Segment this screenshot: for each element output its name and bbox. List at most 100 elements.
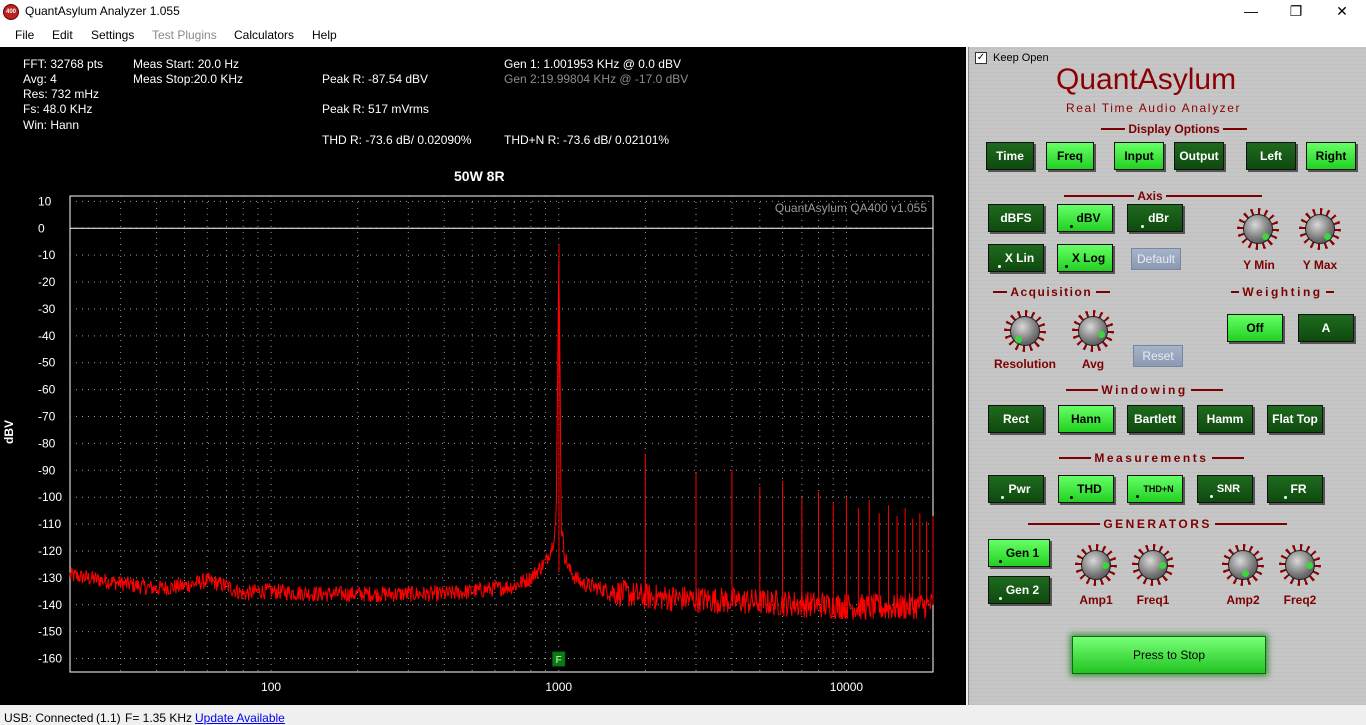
amp1-knob[interactable] (1075, 544, 1117, 586)
default-button[interactable]: Default (1131, 248, 1181, 270)
y-tick-label-17: -160 (38, 652, 62, 666)
section-generators: GENERATORS (1028, 516, 1288, 531)
section-windowing: Windowing (1066, 382, 1224, 397)
keep-open-checkbox[interactable]: ✓ (975, 52, 987, 64)
menu-help[interactable]: Help (312, 28, 337, 42)
sample-rate: Fs: 48.0 KHz (23, 102, 93, 116)
bartlett-button[interactable]: Bartlett (1127, 405, 1183, 433)
weighting-off-button[interactable]: Off (1227, 314, 1283, 342)
ymin-knob[interactable] (1237, 208, 1279, 250)
resolution-knob[interactable] (1004, 310, 1046, 352)
y-tick-label-10: -90 (38, 463, 56, 477)
y-tick-label-12: -110 (38, 517, 61, 531)
xlog-button[interactable]: X Log (1057, 244, 1113, 272)
flat-top-button[interactable]: Flat Top (1267, 405, 1323, 433)
y-tick-label-15: -140 (38, 598, 62, 612)
avg-knob[interactable] (1072, 310, 1114, 352)
thd-button-label: THD (1077, 482, 1102, 496)
meas-stop: Meas Stop:20.0 KHz (133, 72, 244, 86)
brand-subtitle: Real Time Audio Analyzer (1066, 101, 1242, 115)
y-tick-label-4: -30 (38, 302, 56, 316)
hw-version: (1.1) (96, 711, 121, 725)
spectrum-chart: 100-10-20-30-40-50-60-70-80-90-100-110-1… (38, 194, 934, 694)
thdn-button-label: THD+N (1143, 484, 1174, 494)
rect-button[interactable]: Rect (988, 405, 1044, 433)
freq-marker-label: F (556, 655, 562, 666)
dbr-button[interactable]: dBr (1127, 204, 1183, 232)
left-button[interactable]: Left (1246, 142, 1296, 170)
dbfs-button[interactable]: dBFS (988, 204, 1044, 232)
gen1-button[interactable]: Gen 1 (988, 539, 1050, 567)
y-tick-label-6: -50 (38, 356, 56, 370)
menu-settings[interactable]: Settings (91, 28, 135, 42)
gen2-button-label: Gen 2 (1005, 583, 1040, 597)
hamm-button[interactable]: Hamm (1197, 405, 1253, 433)
resolution-label: Resolution (994, 357, 1056, 371)
avg-label: Avg (1081, 357, 1105, 371)
plot-area: FFT: 32768 pts Avg: 4 Res: 732 mHz Fs: 4… (0, 47, 966, 705)
amp2-knob[interactable] (1222, 544, 1264, 586)
gen2-button[interactable]: Gen 2 (988, 576, 1050, 604)
freq2-knob[interactable] (1279, 544, 1321, 586)
meas-start: Meas Start: 20.0 Hz (133, 57, 240, 71)
x-tick-label-2: 10000 (830, 680, 864, 694)
fr-button[interactable]: FR (1267, 475, 1323, 503)
window-type: Win: Hann (23, 118, 80, 132)
pwr-button[interactable]: Pwr (988, 475, 1044, 503)
update-available-link[interactable]: Update Available (195, 711, 285, 725)
menu-file[interactable]: File (15, 28, 35, 42)
peak-mvrms: Peak R: 517 mVrms (322, 102, 429, 116)
fft-size: FFT: 32768 pts (23, 57, 104, 71)
xlin-button-label: X Lin (1004, 251, 1035, 265)
freq-button[interactable]: Freq (1046, 142, 1094, 170)
ymax-knob[interactable] (1299, 208, 1341, 250)
menu-calculators[interactable]: Calculators (234, 28, 295, 42)
chart-watermark: QuantAsylum QA400 v1.055 (775, 201, 927, 215)
series-noise-floor (69, 263, 934, 621)
thdn-reading: THD+N R: -73.6 dB/ 0.02101% (504, 133, 670, 147)
time-button[interactable]: Time (986, 142, 1034, 170)
y-axis-label: dBV (2, 420, 16, 444)
output-button[interactable]: Output (1174, 142, 1224, 170)
y-tick-label-8: -70 (38, 410, 56, 424)
y-tick-label-11: -100 (38, 490, 62, 504)
control-panel: ✓ Keep Open QuantAsylum Real Time Audio … (968, 47, 1366, 705)
fr-button-label: FR (1290, 482, 1307, 496)
thdn-button[interactable]: THD+N (1127, 475, 1183, 503)
pwr-button-label: Pwr (1008, 482, 1031, 496)
chart-title: 50W 8R (454, 168, 505, 184)
y-tick-label-16: -150 (38, 625, 62, 639)
y-tick-label-0: 10 (38, 194, 52, 208)
weighting-a-button[interactable]: A (1298, 314, 1354, 342)
menu-edit[interactable]: Edit (52, 28, 73, 42)
ymin-label: Y Min (1243, 258, 1275, 272)
maximize-icon[interactable]: ❐ (1289, 3, 1303, 19)
menu-test-plugins[interactable]: Test Plugins (152, 28, 217, 42)
right-button[interactable]: Right (1306, 142, 1356, 170)
dbv-button[interactable]: dBV (1057, 204, 1113, 232)
amp2-label: Amp2 (1226, 593, 1260, 607)
y-tick-label-7: -60 (38, 383, 56, 397)
keep-open-label: Keep Open (993, 52, 1049, 64)
input-button[interactable]: Input (1114, 142, 1164, 170)
plot-frame (69, 195, 934, 673)
avg-count: Avg: 4 (23, 72, 57, 86)
y-tick-label-3: -20 (38, 275, 56, 289)
freq2-label: Freq2 (1283, 593, 1317, 607)
reset-button[interactable]: Reset (1133, 345, 1183, 367)
close-icon[interactable]: ✕ (1336, 3, 1348, 19)
gen1-readout: Gen 1: 1.001953 KHz @ 0.0 dBV (504, 57, 681, 71)
thd-button[interactable]: THD (1058, 475, 1114, 503)
freq1-knob[interactable] (1132, 544, 1174, 586)
freq-marker (552, 651, 566, 667)
press-to-stop-button[interactable]: Press to Stop (1072, 636, 1266, 674)
hann-button[interactable]: Hann (1058, 405, 1114, 433)
y-tick-label-9: -80 (38, 436, 56, 450)
xlin-button[interactable]: X Lin (988, 244, 1044, 272)
status-bar: USB: Connected (1.1) F= 1.35 KHz Update … (0, 705, 1366, 725)
snr-button[interactable]: SNR (1197, 475, 1253, 503)
window-title: QuantAsylum Analyzer 1.055 (25, 4, 180, 18)
freq1-label: Freq1 (1136, 593, 1170, 607)
minimize-icon[interactable]: — (1244, 3, 1258, 19)
section-measurements: Measurements (1059, 450, 1244, 465)
